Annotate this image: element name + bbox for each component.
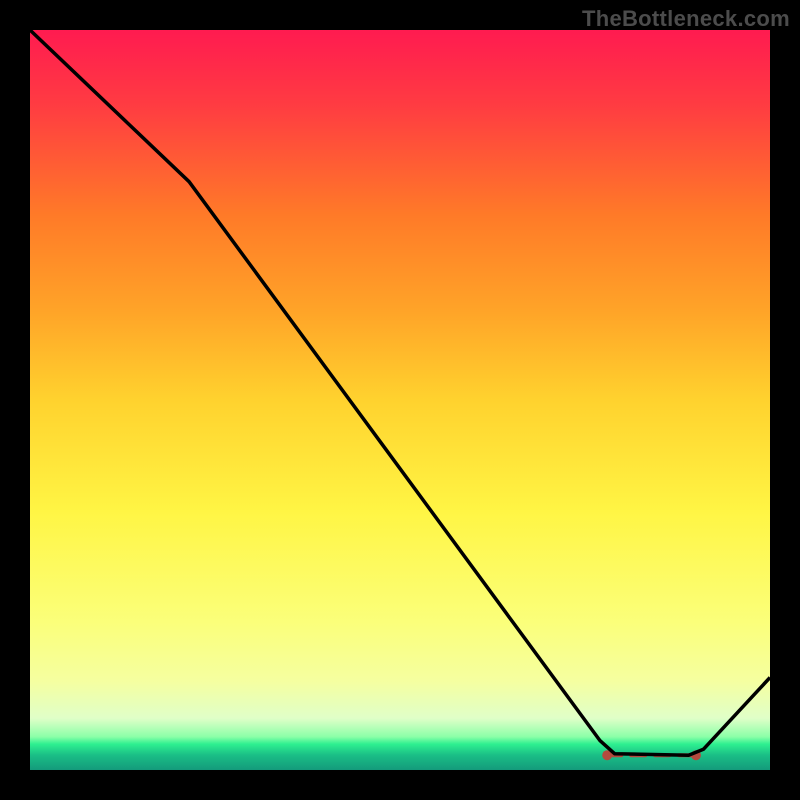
chart-svg (0, 0, 800, 800)
watermark-label: TheBottleneck.com (582, 6, 790, 32)
chart-outer: TheBottleneck.com (0, 0, 800, 800)
